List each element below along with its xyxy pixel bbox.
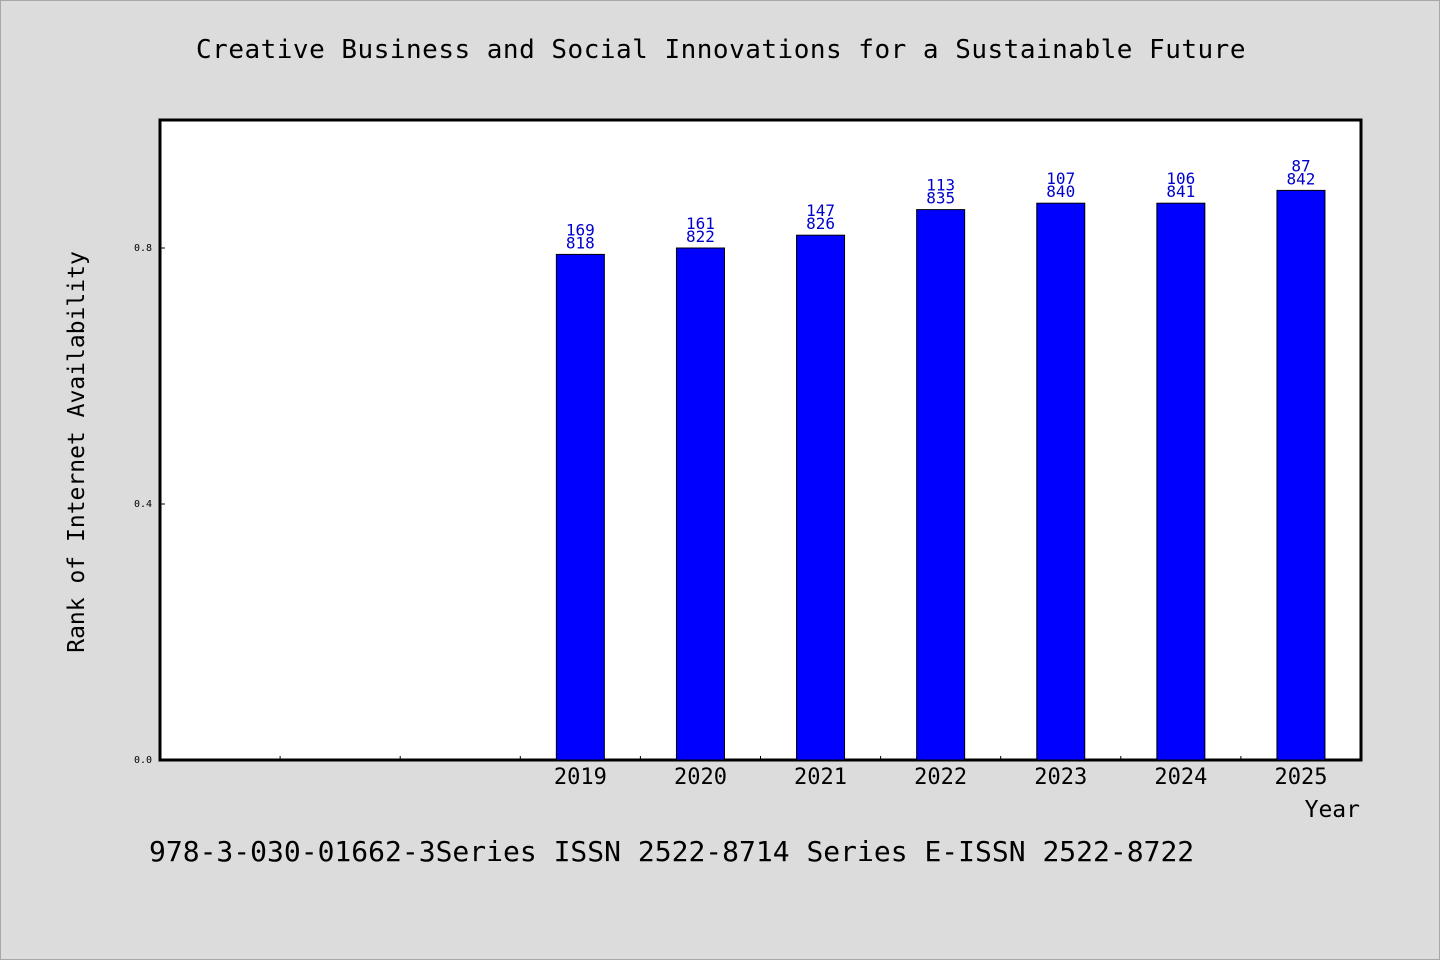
bar-label-top: 147 (806, 201, 835, 220)
bar (1276, 189, 1326, 761)
bar-label-top: 107 (1046, 169, 1075, 188)
footer-isbn-text: 978-3-030-01662-3Series ISSN 2522-8714 S… (149, 835, 1195, 868)
bar (916, 209, 966, 761)
bar-label-bottom: 841 (1166, 182, 1195, 201)
x-tick-label: 2019 (554, 765, 607, 790)
bar-label-bottom: 826 (806, 214, 835, 233)
bar-label-top: 87 (1291, 156, 1310, 175)
bar-label-top: 161 (686, 214, 715, 233)
chart-title: Creative Business and Social Innovations… (196, 35, 1246, 65)
bar (796, 234, 846, 761)
bar-label-bottom: 835 (926, 189, 955, 208)
bar (1156, 202, 1206, 761)
x-tick-label: 2024 (1154, 765, 1207, 790)
x-tick-label: 2022 (914, 765, 967, 790)
bar-label-bottom: 842 (1286, 169, 1315, 188)
bar (1036, 202, 1086, 761)
x-axis: 2019 2020 2021 2022 2023 2024 2025 (279, 756, 1327, 790)
bar-label-bottom: 822 (686, 227, 715, 246)
x-tick-label: 2021 (794, 765, 847, 790)
x-axis-label: Year (1305, 797, 1360, 823)
y-tick-label: 0.0 (134, 755, 152, 766)
y-axis: 0.0 0.4 0.8 (134, 243, 165, 766)
bar-label-bottom: 840 (1046, 182, 1075, 201)
x-tick-label: 2023 (1034, 765, 1087, 790)
bar-label-top: 169 (566, 220, 595, 239)
bar (555, 253, 605, 761)
bar-label-bottom: 818 (566, 233, 595, 252)
x-tick-label: 2020 (674, 765, 727, 790)
y-axis-label: Rank of Internet Availability (64, 251, 90, 653)
bar-label-top: 106 (1166, 169, 1195, 188)
x-tick-label: 2025 (1274, 765, 1327, 790)
bar-label-top: 113 (926, 176, 955, 195)
y-tick-label: 0.4 (134, 499, 152, 510)
bar (675, 247, 725, 761)
y-tick-label: 0.8 (134, 243, 152, 254)
